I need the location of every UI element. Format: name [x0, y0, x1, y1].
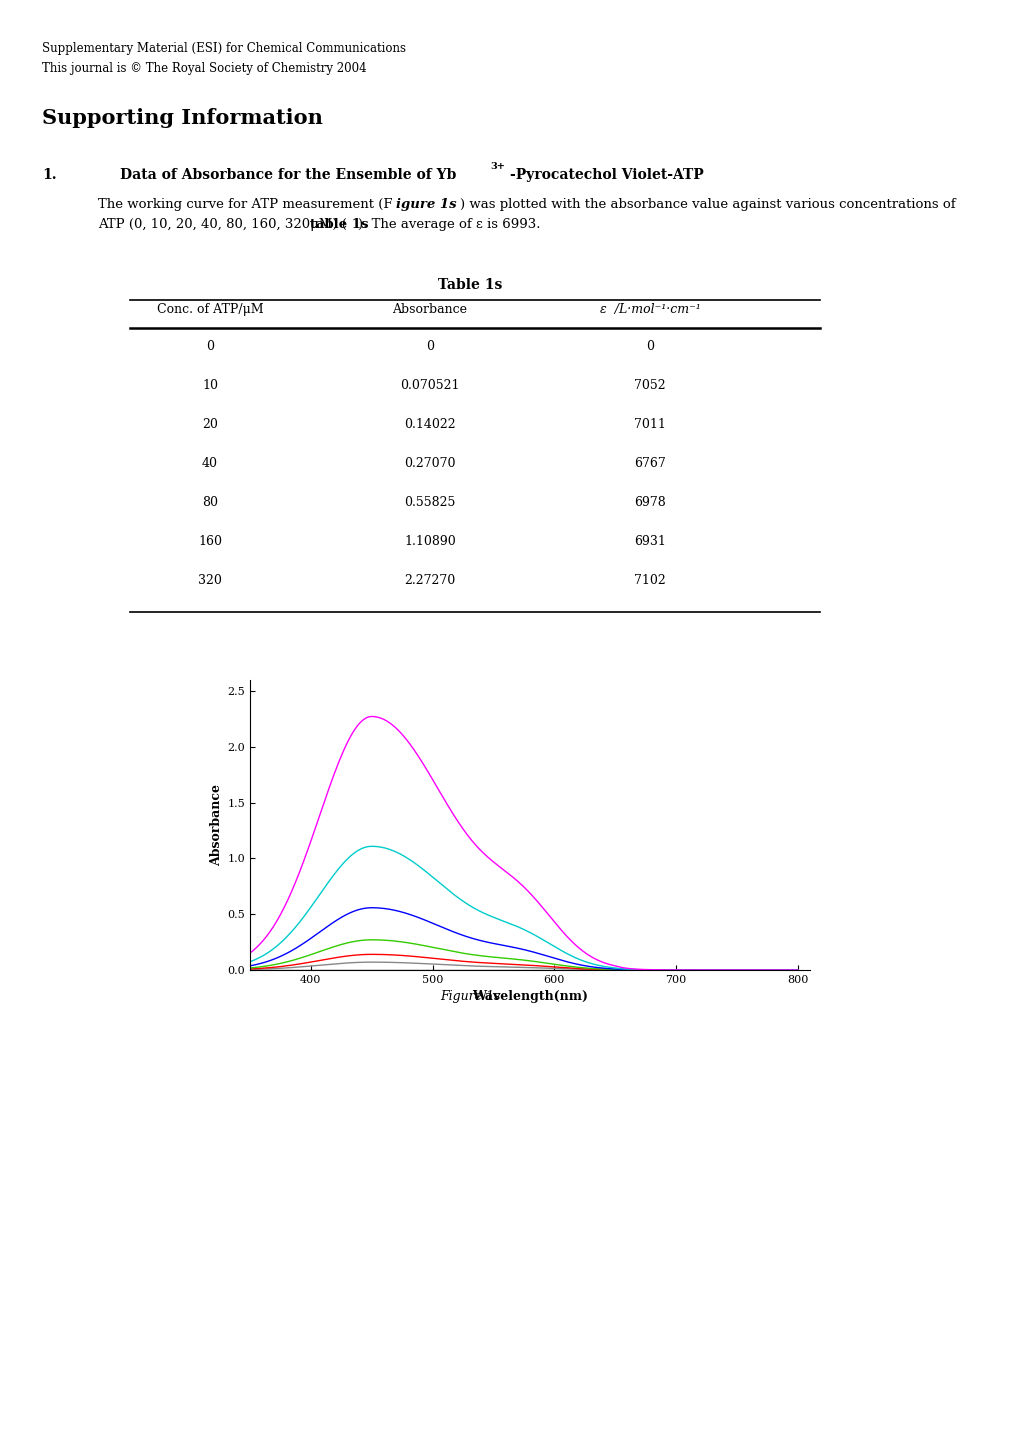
Text: 0.070521: 0.070521: [399, 380, 460, 392]
Text: 0: 0: [206, 341, 214, 354]
Text: ) was plotted with the absorbance value against various concentrations of: ) was plotted with the absorbance value …: [460, 198, 955, 211]
Text: Data of Absorbance for the Ensemble of Yb: Data of Absorbance for the Ensemble of Y…: [120, 167, 455, 182]
Text: 0.14022: 0.14022: [404, 418, 455, 431]
Text: 40: 40: [202, 457, 218, 470]
X-axis label: Wavelength(nm): Wavelength(nm): [472, 990, 587, 1003]
Text: 10: 10: [202, 380, 218, 392]
Text: Supplementary Material (ESI) for Chemical Communications: Supplementary Material (ESI) for Chemica…: [42, 42, 406, 55]
Text: 0: 0: [426, 341, 433, 354]
Text: 1.10890: 1.10890: [404, 535, 455, 548]
Text: igure 1s: igure 1s: [395, 198, 457, 211]
Text: 0.55825: 0.55825: [404, 496, 455, 509]
Text: ε  /L·mol⁻¹·cm⁻¹: ε /L·mol⁻¹·cm⁻¹: [599, 303, 700, 316]
Text: 80: 80: [202, 496, 218, 509]
Text: 160: 160: [198, 535, 222, 548]
Text: The working curve for ATP measurement (F: The working curve for ATP measurement (F: [98, 198, 392, 211]
Text: Supporting Information: Supporting Information: [42, 108, 323, 128]
Text: ). The average of ε is 6993.: ). The average of ε is 6993.: [358, 218, 540, 231]
Text: 2.27270: 2.27270: [404, 574, 455, 587]
Text: 0: 0: [645, 341, 653, 354]
Text: table 1s: table 1s: [310, 218, 368, 231]
Text: Absorbance: Absorbance: [392, 303, 467, 316]
Text: ATP (0, 10, 20, 40, 80, 160, 320μM) (: ATP (0, 10, 20, 40, 80, 160, 320μM) (: [98, 218, 346, 231]
Text: 7102: 7102: [634, 574, 665, 587]
Y-axis label: Absorbance: Absorbance: [210, 784, 223, 866]
Text: This journal is © The Royal Society of Chemistry 2004: This journal is © The Royal Society of C…: [42, 62, 366, 75]
Text: 0.27070: 0.27070: [404, 457, 455, 470]
Text: Figure 1s: Figure 1s: [439, 990, 499, 1003]
Text: 1.: 1.: [42, 167, 57, 182]
Text: 7011: 7011: [634, 418, 665, 431]
Text: 6978: 6978: [634, 496, 665, 509]
Text: 20: 20: [202, 418, 218, 431]
Text: 320: 320: [198, 574, 222, 587]
Text: 6931: 6931: [634, 535, 665, 548]
Text: 7052: 7052: [634, 380, 665, 392]
Text: 3+: 3+: [489, 162, 504, 172]
Text: 6767: 6767: [634, 457, 665, 470]
Text: -Pyrocatechol Violet-ATP: -Pyrocatechol Violet-ATP: [510, 167, 703, 182]
Text: Table 1s: Table 1s: [437, 278, 501, 291]
Text: Conc. of ATP/μM: Conc. of ATP/μM: [157, 303, 263, 316]
